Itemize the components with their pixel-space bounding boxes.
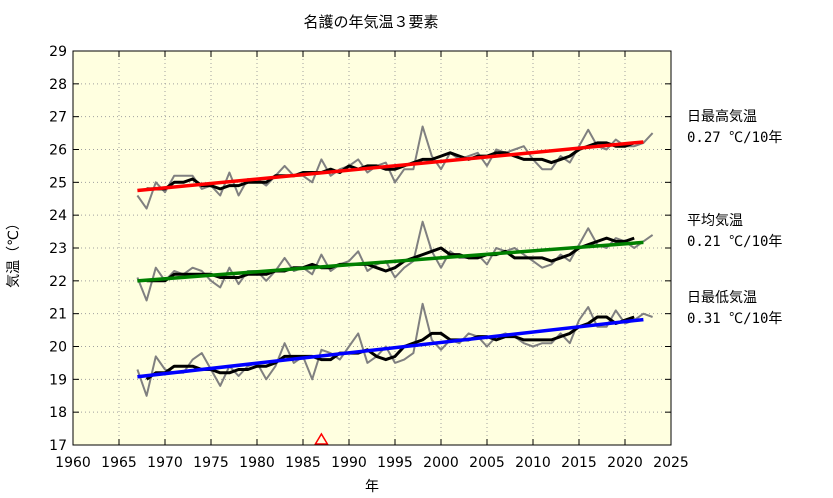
trend-line-min — [137, 317, 644, 379]
x-tick-label: 2020 — [607, 455, 643, 471]
station-change-marker-icon — [314, 432, 329, 445]
y-tick-label: 21 — [49, 307, 67, 323]
x-tick-label: 2010 — [515, 455, 551, 471]
legend-name-max: 日最高気温 — [687, 108, 757, 125]
legend-rate-max: 0.27 ℃/10年 — [687, 130, 782, 146]
legend-rate-mean: 0.21 ℃/10年 — [687, 234, 782, 250]
x-tick-label: 2025 — [653, 455, 689, 471]
x-tick-label: 2000 — [423, 455, 459, 471]
y-tick-label: 19 — [49, 372, 67, 388]
x-tick-label: 2015 — [561, 455, 597, 471]
y-tick-label: 17 — [49, 438, 67, 454]
y-tick-label: 20 — [49, 340, 67, 356]
legend-name-min: 日最低気温 — [687, 290, 757, 306]
y-tick-label: 27 — [49, 110, 67, 126]
x-tick-label: 1990 — [331, 455, 367, 471]
series-max — [136, 125, 654, 210]
x-tick-label: 2005 — [469, 455, 505, 471]
x-tick-label: 1965 — [101, 455, 137, 471]
trend-line-max — [137, 140, 644, 193]
y-tick-label: 28 — [49, 77, 67, 93]
y-tick-label: 18 — [49, 405, 67, 421]
y-tick-label: 26 — [49, 143, 67, 159]
x-tick-label: 1960 — [55, 455, 91, 471]
x-tick-label: 1995 — [377, 455, 413, 471]
chart-title: 名護の年気温３要素 — [303, 13, 438, 31]
annual-line-mean — [136, 220, 654, 302]
x-axis-title: 年 — [365, 479, 379, 495]
x-tick-label: 1970 — [147, 455, 183, 471]
y-tick-label: 25 — [49, 175, 67, 191]
moving-average-line-min — [145, 315, 635, 381]
series-min — [136, 302, 653, 397]
moving-average-line-max — [146, 141, 635, 191]
x-tick-label: 1985 — [285, 455, 321, 471]
series-mean — [136, 220, 654, 302]
trend-line-mean — [137, 240, 644, 283]
legend-name-mean: 平均気温 — [687, 213, 743, 229]
x-tick-label: 1980 — [239, 455, 275, 471]
y-tick-label: 24 — [49, 208, 67, 224]
y-tick-label: 22 — [49, 274, 67, 290]
legend-rate-min: 0.31 ℃/10年 — [687, 311, 782, 327]
y-tick-label: 29 — [49, 44, 67, 60]
series-layer — [136, 125, 654, 445]
annual-line-min — [136, 302, 653, 397]
moving-average-line-mean — [146, 236, 635, 283]
y-axis-title: 気温（℃） — [6, 216, 22, 288]
x-tick-label: 1975 — [193, 455, 229, 471]
y-tick-label: 23 — [49, 241, 67, 257]
axis-layer: 1960 1965 1970 1975 1980 1985 1990 1995 2000 2005… — [49, 44, 689, 471]
